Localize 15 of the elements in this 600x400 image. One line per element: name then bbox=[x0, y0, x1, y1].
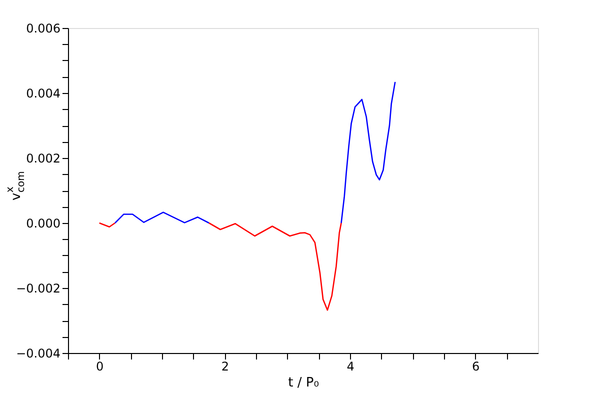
y-tick-label: −0.004 bbox=[16, 346, 60, 360]
y-tick-label: 0.004 bbox=[26, 86, 60, 100]
y-axis-title: vxcom bbox=[5, 171, 27, 200]
y-tick-label: 0.006 bbox=[26, 22, 60, 36]
y-tick-label: 0.000 bbox=[26, 216, 60, 230]
x-axis-title: t / P₀ bbox=[288, 376, 319, 390]
y-tick-label: 0.002 bbox=[26, 152, 60, 166]
x-tick-label: 2 bbox=[221, 360, 229, 374]
x-tick-label: 0 bbox=[96, 360, 104, 374]
line-series bbox=[340, 81, 396, 224]
x-tick-label: 4 bbox=[346, 360, 354, 374]
x-tick-label: 6 bbox=[472, 360, 480, 374]
line-series bbox=[208, 222, 342, 311]
line-series bbox=[114, 212, 210, 224]
y-tick-label: −0.002 bbox=[16, 282, 60, 296]
